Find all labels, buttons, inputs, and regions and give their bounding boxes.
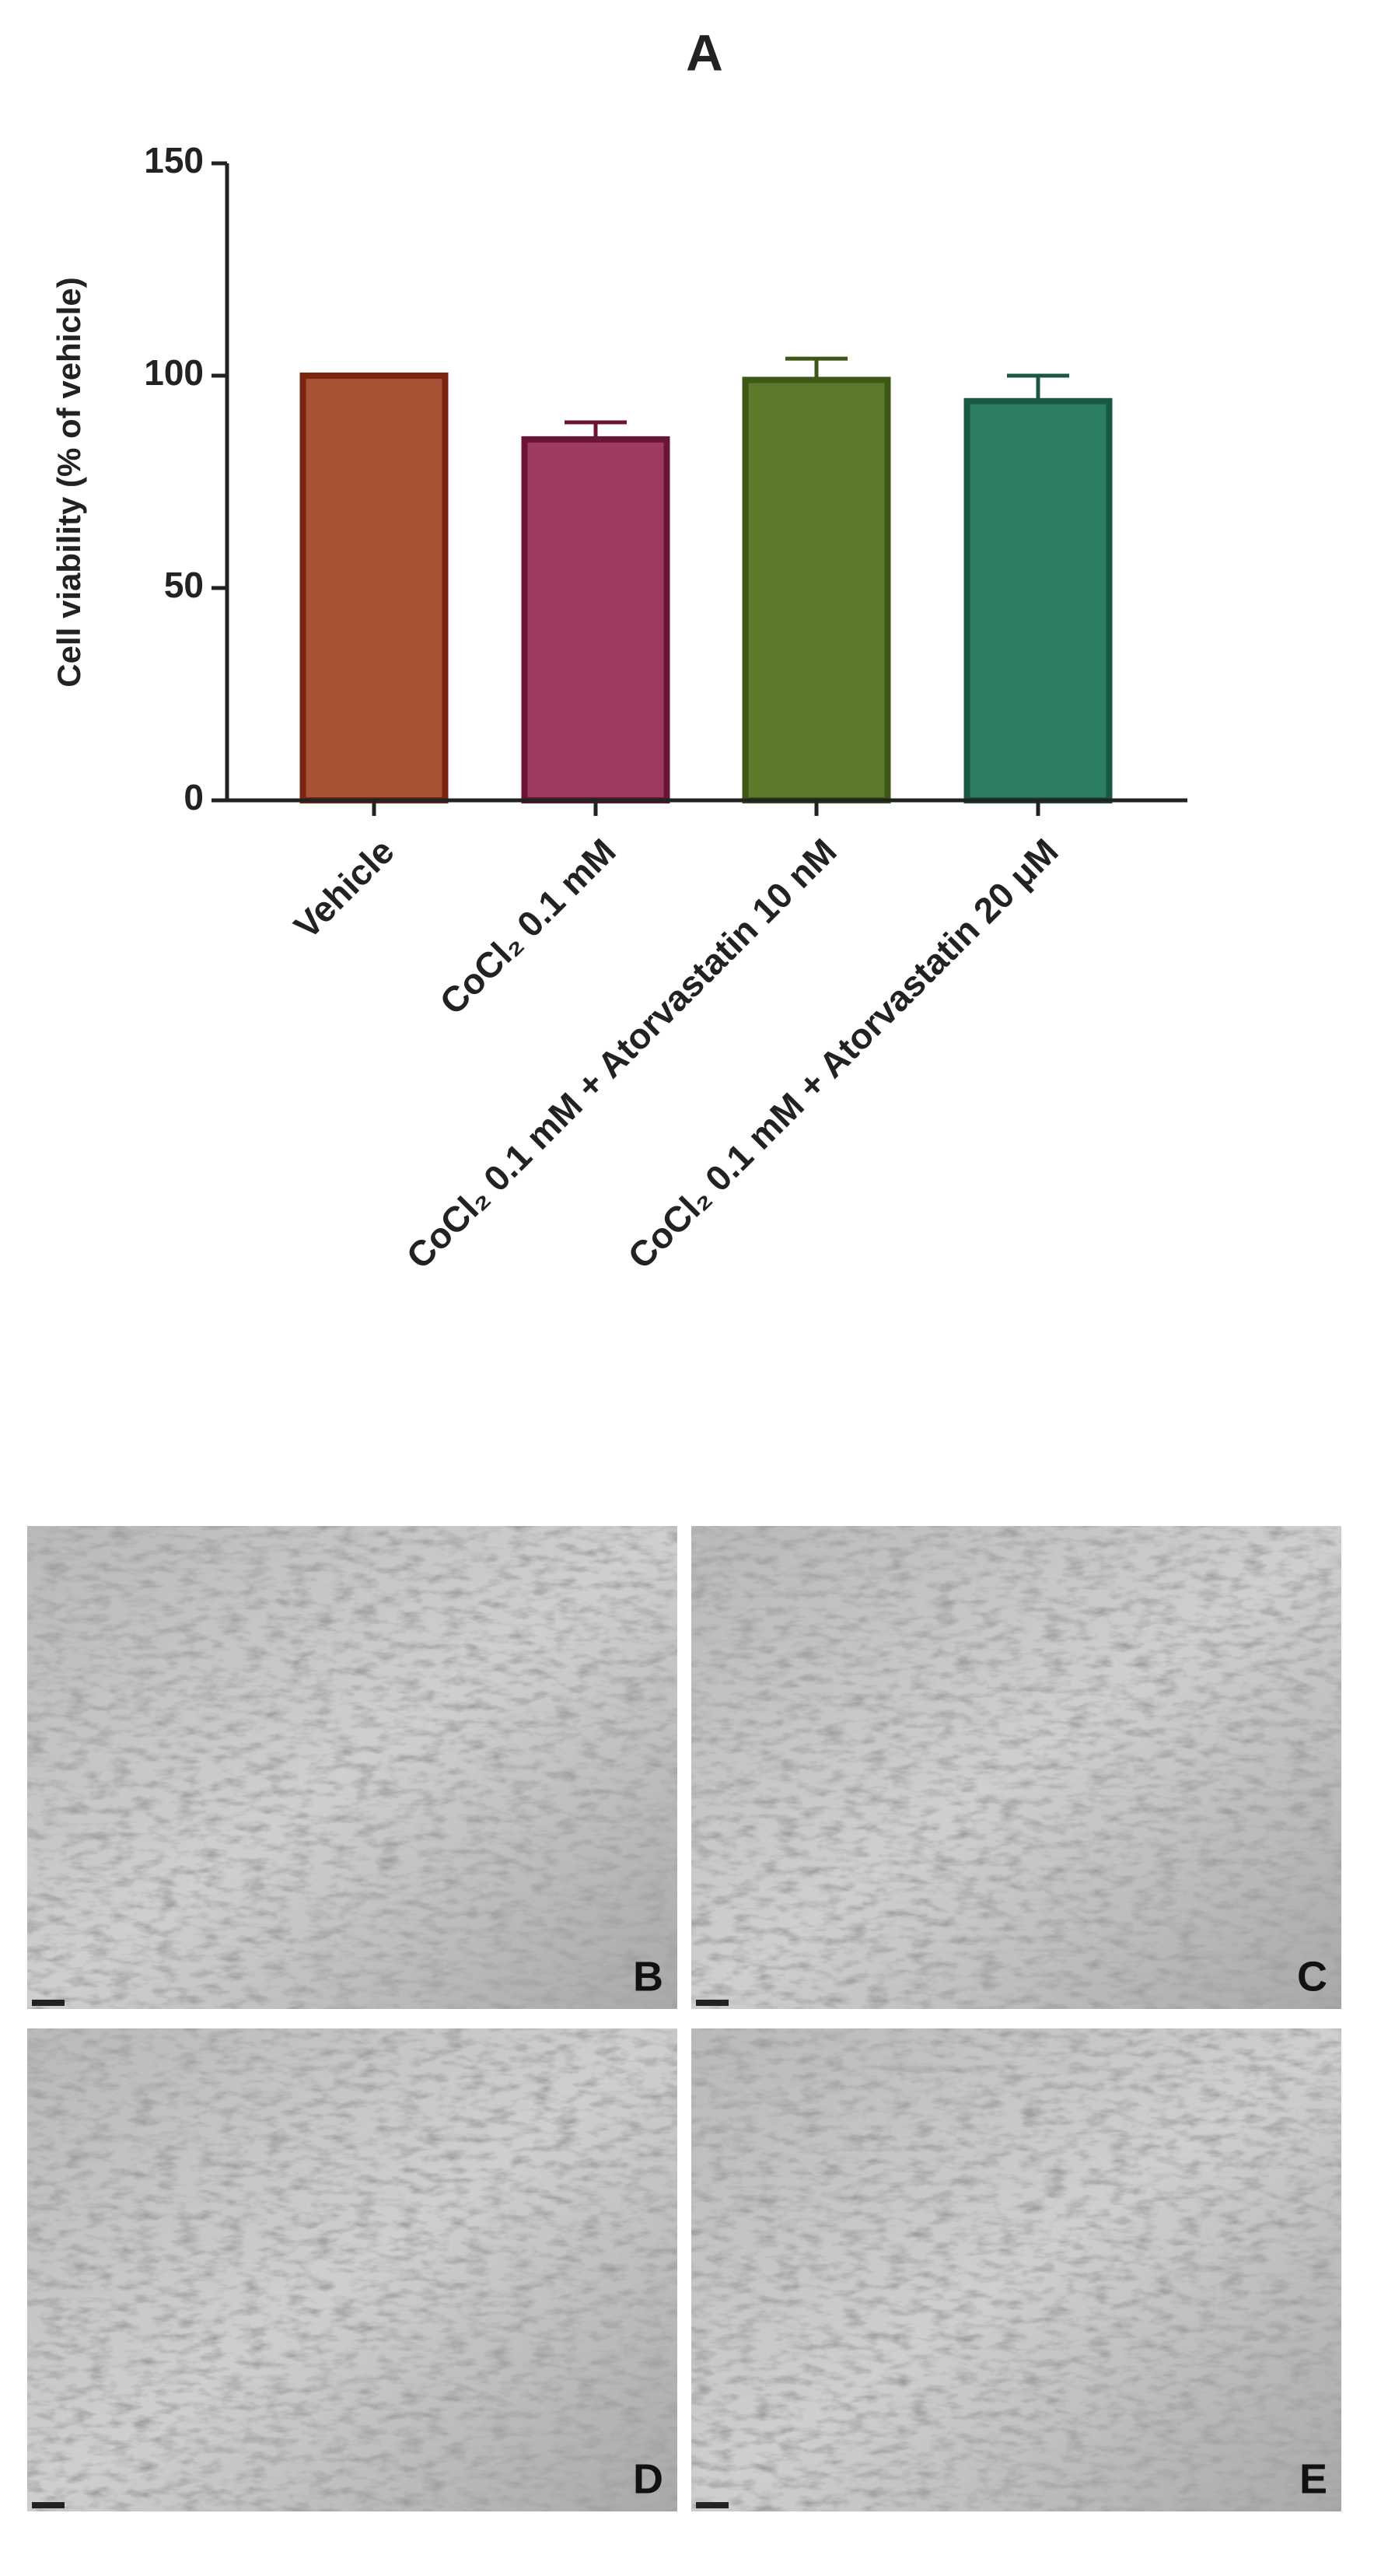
micrograph-image xyxy=(691,2028,1341,2511)
x-tick-label: CoCl₂ 0.1 mM + Atorvastatin 10 nM xyxy=(398,831,844,1276)
micrograph-image xyxy=(27,2028,677,2511)
micrograph: C xyxy=(691,1526,1341,2009)
panel-label: B xyxy=(633,1953,663,2000)
y-tick-label: 100 xyxy=(144,352,204,393)
panel-title: A xyxy=(686,23,723,81)
scale-bar xyxy=(696,2000,729,2006)
panel-label: C xyxy=(1297,1953,1327,2000)
bar xyxy=(299,373,449,803)
x-tick-label: CoCl₂ 0.1 mM xyxy=(432,831,623,1022)
bar xyxy=(742,376,891,803)
y-tick-label: 0 xyxy=(184,777,204,817)
scale-bar xyxy=(32,2502,65,2508)
x-tick-label: Vehicle xyxy=(286,831,402,947)
micrograph: B xyxy=(27,1526,677,2009)
micrograph: D xyxy=(27,2028,677,2511)
panel-label: E xyxy=(1299,2455,1327,2502)
y-tick-label: 150 xyxy=(144,140,204,180)
y-tick-label: 50 xyxy=(164,565,204,605)
y-axis-label: Cell viability (% of vehicle) xyxy=(51,277,87,687)
bar xyxy=(521,436,670,804)
micrograph-image xyxy=(27,1526,677,2009)
scale-bar xyxy=(32,2000,65,2006)
bar xyxy=(963,397,1113,803)
micrograph-image xyxy=(691,1526,1341,2009)
scale-bar xyxy=(696,2502,729,2508)
x-tick-label: CoCl₂ 0.1 mM + Atorvastatin 20 μM xyxy=(620,831,1065,1276)
panel-label: D xyxy=(633,2455,663,2502)
micrograph: E xyxy=(691,2028,1341,2511)
